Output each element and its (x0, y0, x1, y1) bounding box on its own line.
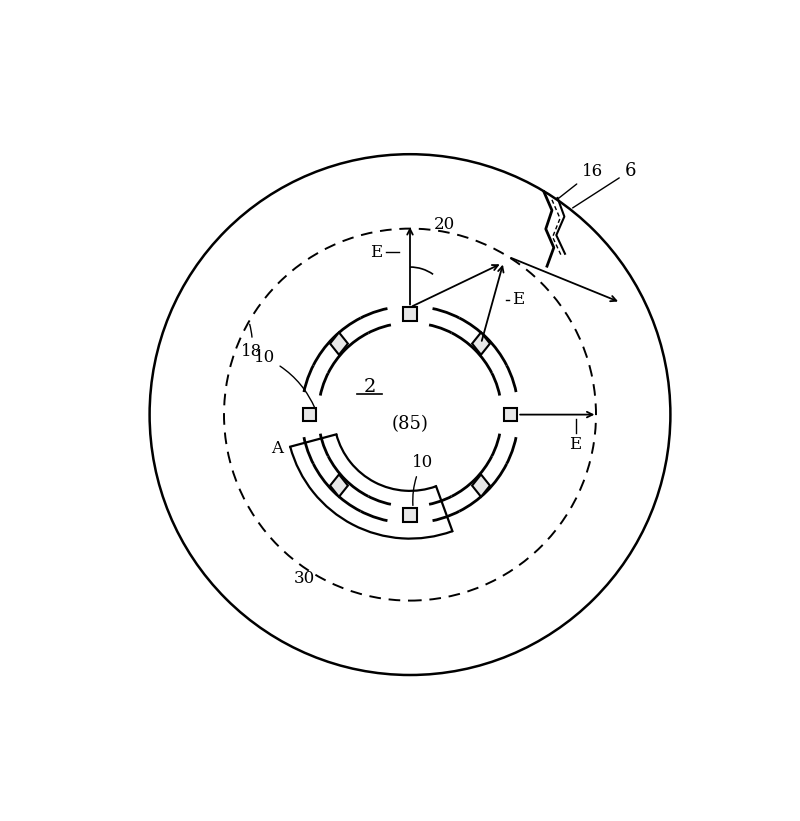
Text: E: E (512, 291, 525, 309)
Text: 20: 20 (434, 216, 454, 233)
Bar (403, 508, 417, 522)
Text: 6: 6 (573, 162, 636, 208)
Polygon shape (330, 475, 348, 497)
Bar (403, 307, 417, 321)
Polygon shape (330, 333, 348, 355)
Text: A: A (270, 440, 282, 457)
Polygon shape (472, 475, 490, 497)
Text: 10: 10 (254, 349, 315, 409)
Text: 18: 18 (242, 324, 262, 360)
Text: 30: 30 (294, 571, 315, 587)
Text: 2: 2 (363, 378, 376, 396)
Text: 16: 16 (558, 163, 603, 200)
Bar (302, 408, 316, 421)
Text: E: E (370, 244, 382, 260)
Polygon shape (472, 333, 490, 355)
Text: 10: 10 (412, 454, 433, 506)
Bar (504, 408, 518, 421)
Text: (85): (85) (391, 415, 429, 433)
Text: E: E (570, 436, 582, 453)
